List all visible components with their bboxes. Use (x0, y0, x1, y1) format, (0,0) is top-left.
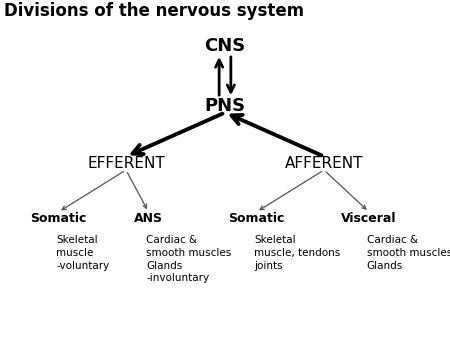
Text: Cardiac &
smooth muscles
Glands: Cardiac & smooth muscles Glands (367, 235, 450, 270)
Text: Somatic: Somatic (228, 212, 285, 224)
Text: Skeletal
muscle
-voluntary: Skeletal muscle -voluntary (56, 235, 109, 270)
Text: Divisions of the nervous system: Divisions of the nervous system (4, 2, 305, 20)
Text: Cardiac &
smooth muscles
Glands
-involuntary: Cardiac & smooth muscles Glands -involun… (146, 235, 231, 283)
Text: Visceral: Visceral (341, 212, 397, 224)
Text: AFFERENT: AFFERENT (285, 156, 363, 171)
Text: Skeletal
muscle, tendons
joints: Skeletal muscle, tendons joints (254, 235, 341, 270)
Text: CNS: CNS (204, 37, 246, 55)
Text: ANS: ANS (134, 212, 163, 224)
Text: PNS: PNS (204, 97, 246, 116)
Text: EFFERENT: EFFERENT (87, 156, 165, 171)
Text: Somatic: Somatic (30, 212, 87, 224)
